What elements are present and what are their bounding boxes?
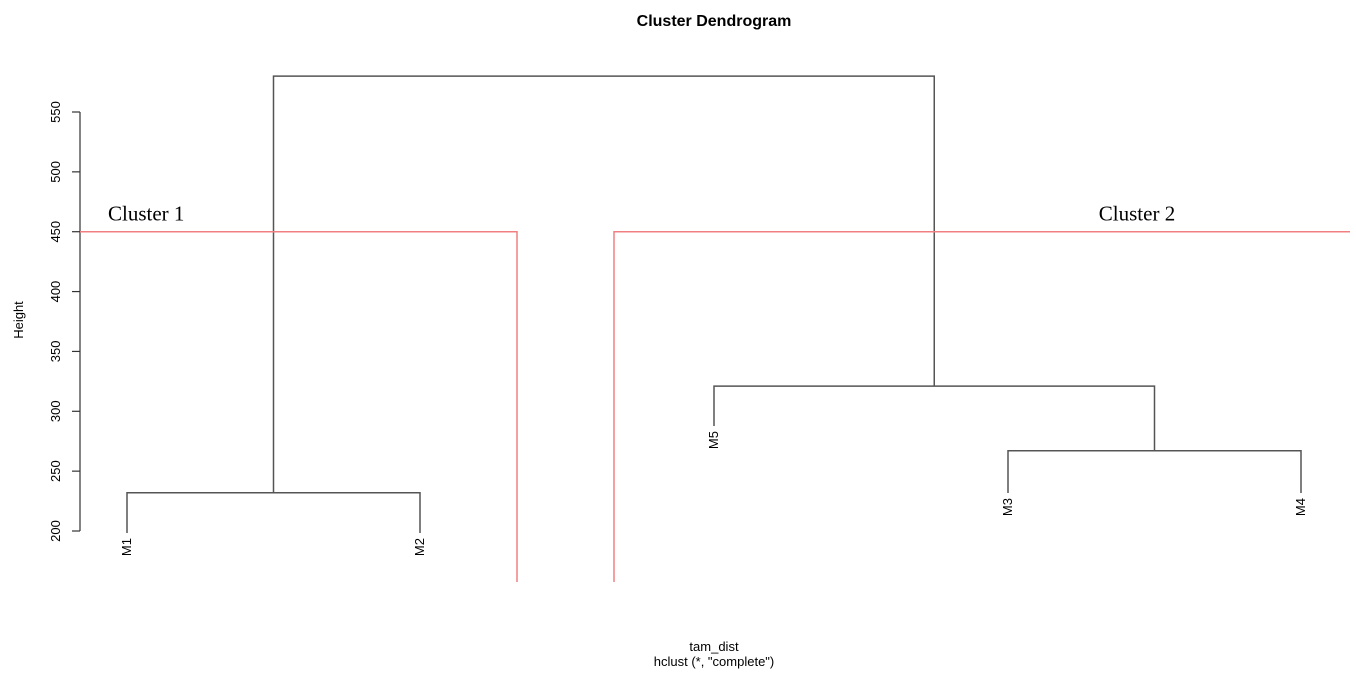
dendrogram-tree: [126, 75, 1302, 533]
x-axis-label: tam_dist: [689, 639, 739, 654]
cluster-1-box: [80, 230, 518, 582]
y-tick-label: 250: [48, 460, 63, 482]
leaf-label-m2: M2: [412, 538, 427, 556]
cluster-2-box: [613, 230, 1350, 582]
y-tick-label: 300: [48, 400, 63, 422]
leaf-label-m5: M5: [706, 431, 721, 449]
y-tick-label: 200: [48, 520, 63, 542]
merge-link-1: [126, 491, 421, 533]
y-axis-label: Height: [11, 301, 26, 339]
merge-link-3: [713, 385, 1156, 451]
chart-title: Cluster Dendrogram: [637, 13, 792, 30]
merge-link-2: [1007, 450, 1302, 493]
y-tick-label: 400: [48, 281, 63, 303]
y-tick-label: 550: [48, 101, 63, 123]
y-tick-label: 500: [48, 161, 63, 183]
y-tick-label: 450: [48, 221, 63, 243]
method-subtitle: hclust (*, "complete"): [654, 654, 775, 669]
cluster-cut-boxes: Cluster 1 Cluster 2: [80, 202, 1350, 582]
cluster-1-label: Cluster 1: [108, 202, 184, 226]
y-axis: 200 250 300 350 400 450 500 550: [48, 101, 81, 542]
y-tick-label: 350: [48, 341, 63, 363]
merge-link-4: [272, 75, 935, 493]
leaf-label-m3: M3: [1000, 498, 1015, 516]
leaf-labels: M1 M2 M5 M3 M4: [119, 431, 1308, 556]
cluster-2-label: Cluster 2: [1099, 202, 1175, 226]
leaf-label-m1: M1: [119, 538, 134, 556]
leaf-label-m4: M4: [1293, 498, 1308, 516]
